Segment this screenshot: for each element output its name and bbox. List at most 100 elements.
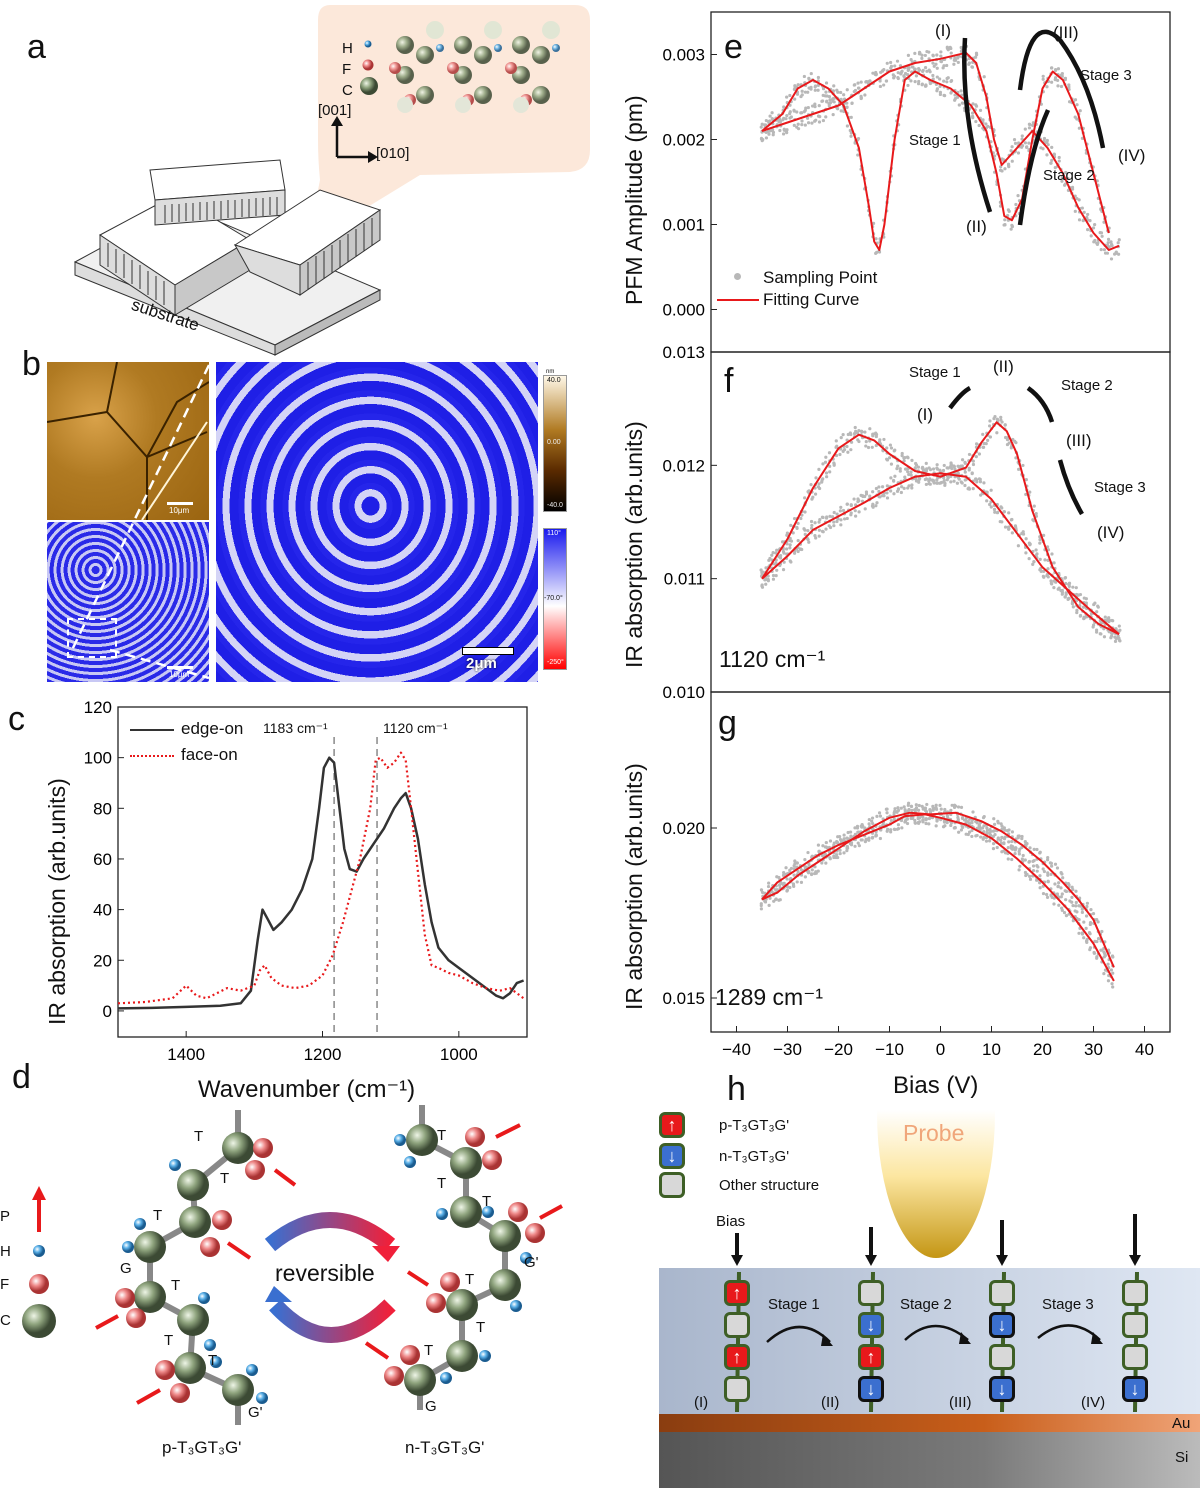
sampling-point <box>824 840 828 845</box>
sampling-point <box>934 824 938 828</box>
sampling-point <box>1041 147 1045 151</box>
sampling-point <box>934 807 939 811</box>
sampling-point <box>1023 141 1027 145</box>
sampling-point <box>942 479 946 483</box>
sampling-point <box>923 66 928 70</box>
state-IV-label: (IV) <box>1081 1394 1106 1411</box>
sampling-point <box>931 806 935 810</box>
sampling-point <box>1014 202 1018 207</box>
sampling-point <box>849 432 853 437</box>
sampling-point <box>782 127 786 131</box>
sampling-point <box>1038 881 1042 885</box>
sampling-point <box>775 568 779 572</box>
sampling-point <box>959 805 964 810</box>
sampling-point <box>785 877 789 881</box>
sampling-point <box>927 68 931 72</box>
sampling-point <box>780 882 785 886</box>
sampling-point <box>913 466 917 470</box>
sampling-point <box>1049 893 1053 898</box>
sampling-point <box>907 484 911 488</box>
sampling-point <box>1071 919 1075 923</box>
series-line-f-0 <box>761 421 1120 636</box>
sampling-point <box>813 871 817 876</box>
sampling-point <box>939 807 943 811</box>
sampling-point <box>849 503 853 507</box>
bond-label: G' <box>248 1404 263 1421</box>
sampling-point <box>863 840 867 844</box>
sampling-point <box>838 835 842 839</box>
sampling-point <box>923 477 927 482</box>
y-tick-label-e: 0.003 <box>662 46 705 65</box>
sampling-point <box>1024 492 1028 497</box>
sampling-point <box>1009 227 1013 231</box>
sampling-point <box>795 110 799 114</box>
sampling-point <box>764 566 768 570</box>
sampling-point <box>893 64 897 68</box>
sampling-point <box>966 832 970 837</box>
sampling-point <box>999 822 1003 826</box>
au-layer <box>659 1414 1200 1432</box>
sampling-point <box>1013 439 1017 443</box>
sampling-point <box>953 93 957 97</box>
bond-label: G <box>120 1260 132 1277</box>
sampling-point <box>892 492 896 496</box>
sampling-point <box>1012 138 1017 142</box>
sampling-point <box>884 79 889 83</box>
legend-n-structure: n-T₃GT₃G' <box>719 1148 790 1165</box>
sampling-point <box>1021 530 1025 534</box>
sampling-point <box>1045 545 1050 549</box>
panel-letter-e: e <box>724 28 743 66</box>
legend-f: F <box>0 1276 10 1293</box>
sampling-point <box>789 523 793 527</box>
sampling-point <box>777 120 781 124</box>
sampling-point <box>960 464 964 468</box>
sampling-point <box>949 463 953 467</box>
sampling-point <box>863 507 867 511</box>
sampling-point <box>778 883 782 887</box>
sampling-point <box>1010 857 1014 862</box>
sampling-point <box>1049 66 1054 70</box>
sampling-point <box>935 75 939 79</box>
annot-f-IV: (IV) <box>1097 523 1125 542</box>
sampling-point <box>816 843 821 847</box>
y-tick-label-g: 0.015 <box>662 989 705 1008</box>
annot-e-stage3: Stage 3 <box>1080 67 1132 84</box>
sampling-point <box>793 97 797 101</box>
sampling-point <box>886 827 890 831</box>
sampling-point <box>885 61 889 65</box>
sampling-point <box>961 825 965 829</box>
sampling-point <box>1082 616 1086 620</box>
sampling-point <box>953 58 958 62</box>
sampling-point <box>778 556 783 560</box>
sampling-point <box>792 516 797 521</box>
sampling-point <box>1078 613 1083 618</box>
sampling-point <box>1046 575 1050 579</box>
sampling-point <box>909 58 913 62</box>
sampling-point <box>1099 948 1103 952</box>
panel-letter-h: h <box>727 1070 746 1108</box>
sampling-point <box>935 466 939 470</box>
sampling-point <box>1002 510 1007 514</box>
sampling-point <box>992 817 996 821</box>
sampling-point <box>793 859 797 863</box>
sampling-point <box>806 850 810 855</box>
sampling-point <box>845 516 849 521</box>
sampling-point <box>842 851 846 855</box>
series-line-g-0 <box>761 811 1115 968</box>
sampling-point <box>1075 608 1079 612</box>
sampling-point <box>1028 846 1032 850</box>
sampling-point <box>931 77 935 81</box>
sampling-point <box>853 509 857 513</box>
sampling-point <box>917 79 921 84</box>
f-arrow-III-IV <box>1057 459 1084 516</box>
sampling-point <box>810 872 814 876</box>
sampling-point <box>885 811 889 815</box>
sampling-point <box>949 808 953 812</box>
sampling-point <box>806 105 810 110</box>
sampling-point <box>1024 478 1028 482</box>
sampling-point <box>1045 858 1050 862</box>
sampling-point <box>939 50 943 54</box>
sampling-point <box>902 486 906 490</box>
sampling-point <box>1074 586 1078 590</box>
sampling-point <box>842 517 847 521</box>
